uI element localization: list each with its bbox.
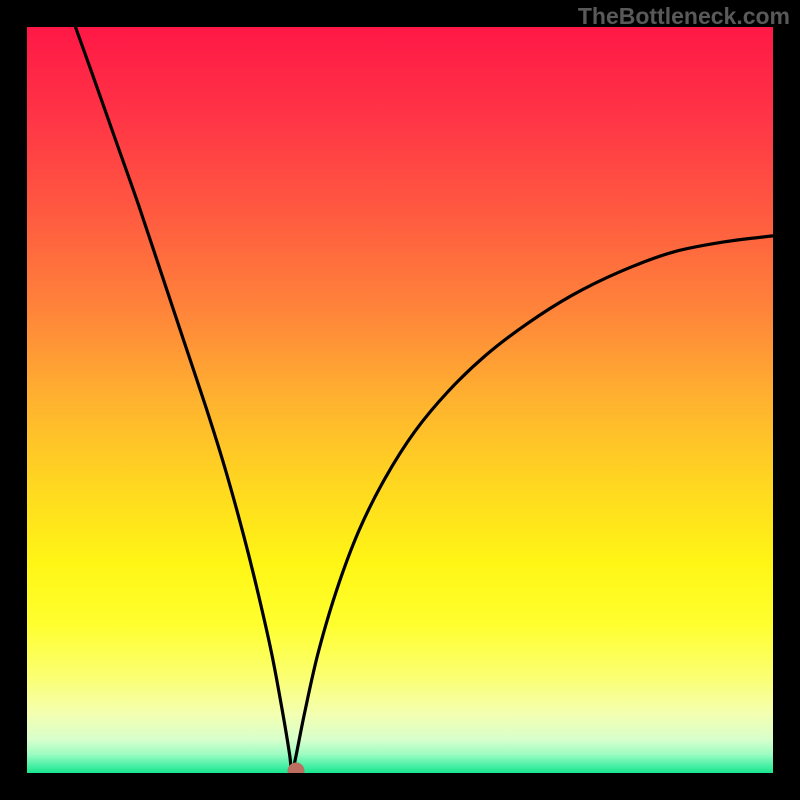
watermark-text: TheBottleneck.com [578, 3, 790, 30]
chart-plot-area [27, 27, 773, 773]
bottleneck-curve [75, 27, 773, 773]
chart-curve-layer [27, 27, 773, 773]
bottleneck-marker-dot [287, 762, 304, 773]
